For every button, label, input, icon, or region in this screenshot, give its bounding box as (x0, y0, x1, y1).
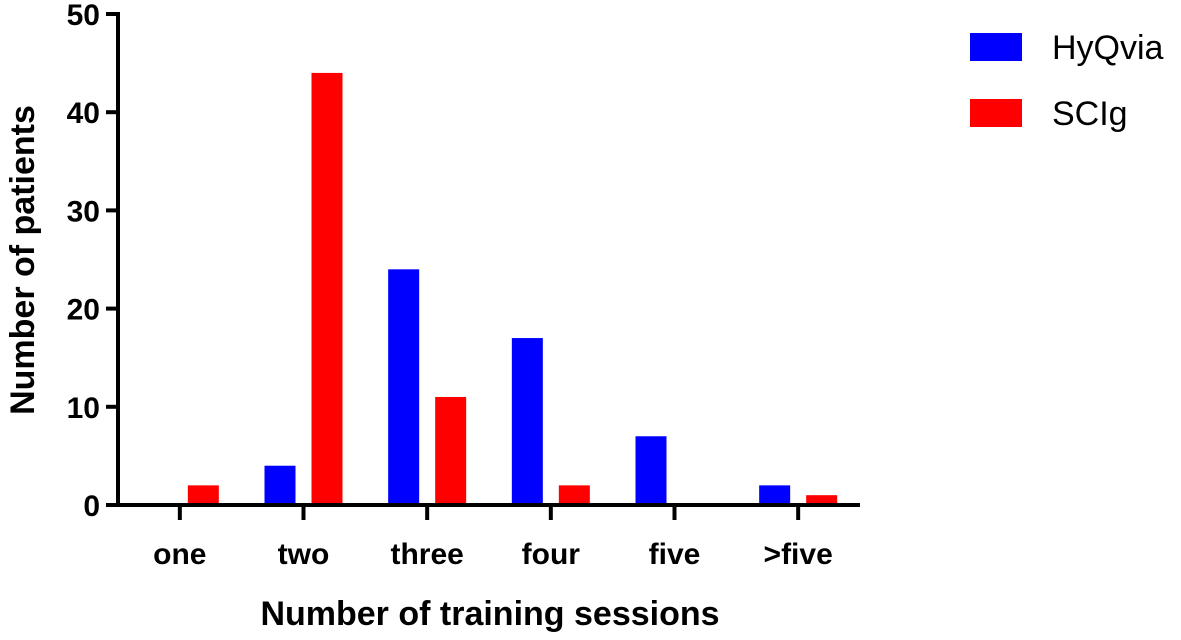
bars-group (187, 72, 838, 506)
bar-hyqvia-6 (759, 485, 791, 505)
x-axis-title: Number of training sessions (260, 595, 719, 633)
y-tick-label: 20 (67, 294, 100, 327)
y-axis-title: Number of patients (4, 105, 42, 415)
y-tick-label: 0 (83, 490, 100, 523)
y-tick-label: 30 (67, 195, 100, 228)
bar-scig-3 (435, 396, 467, 505)
x-tick-label: two (278, 538, 330, 571)
legend-label-hyqvia: HyQvia (1052, 29, 1164, 67)
x-tick-label: one (153, 538, 206, 571)
bar-hyqvia-2 (264, 465, 296, 505)
bar-scig-6 (806, 495, 838, 505)
y-tick-label: 40 (67, 97, 100, 130)
legend-swatch-hyqvia (970, 33, 1022, 61)
bar-scig-2 (311, 72, 343, 506)
y-ticks-group: 0 10 20 30 40 50 (67, 0, 118, 523)
x-tick-label: five (649, 538, 701, 571)
axes-group (116, 12, 860, 507)
y-tick-label: 10 (67, 392, 100, 425)
legend-label-scig: SCIg (1052, 95, 1128, 133)
bar-scig-1 (187, 485, 219, 505)
x-tick-label: four (522, 538, 581, 571)
bar-hyqvia-5 (635, 436, 667, 505)
x-ticks-group: one two three four five >five (153, 505, 833, 571)
legend-swatch-scig (970, 99, 1022, 127)
bar-hyqvia-3 (388, 269, 420, 505)
x-tick-label: >five (764, 538, 833, 571)
legend: HyQvia SCIg (970, 29, 1164, 133)
bar-hyqvia-4 (511, 338, 543, 505)
y-tick-label: 50 (67, 0, 100, 32)
x-tick-label: three (390, 538, 463, 571)
bar-scig-4 (558, 485, 590, 505)
